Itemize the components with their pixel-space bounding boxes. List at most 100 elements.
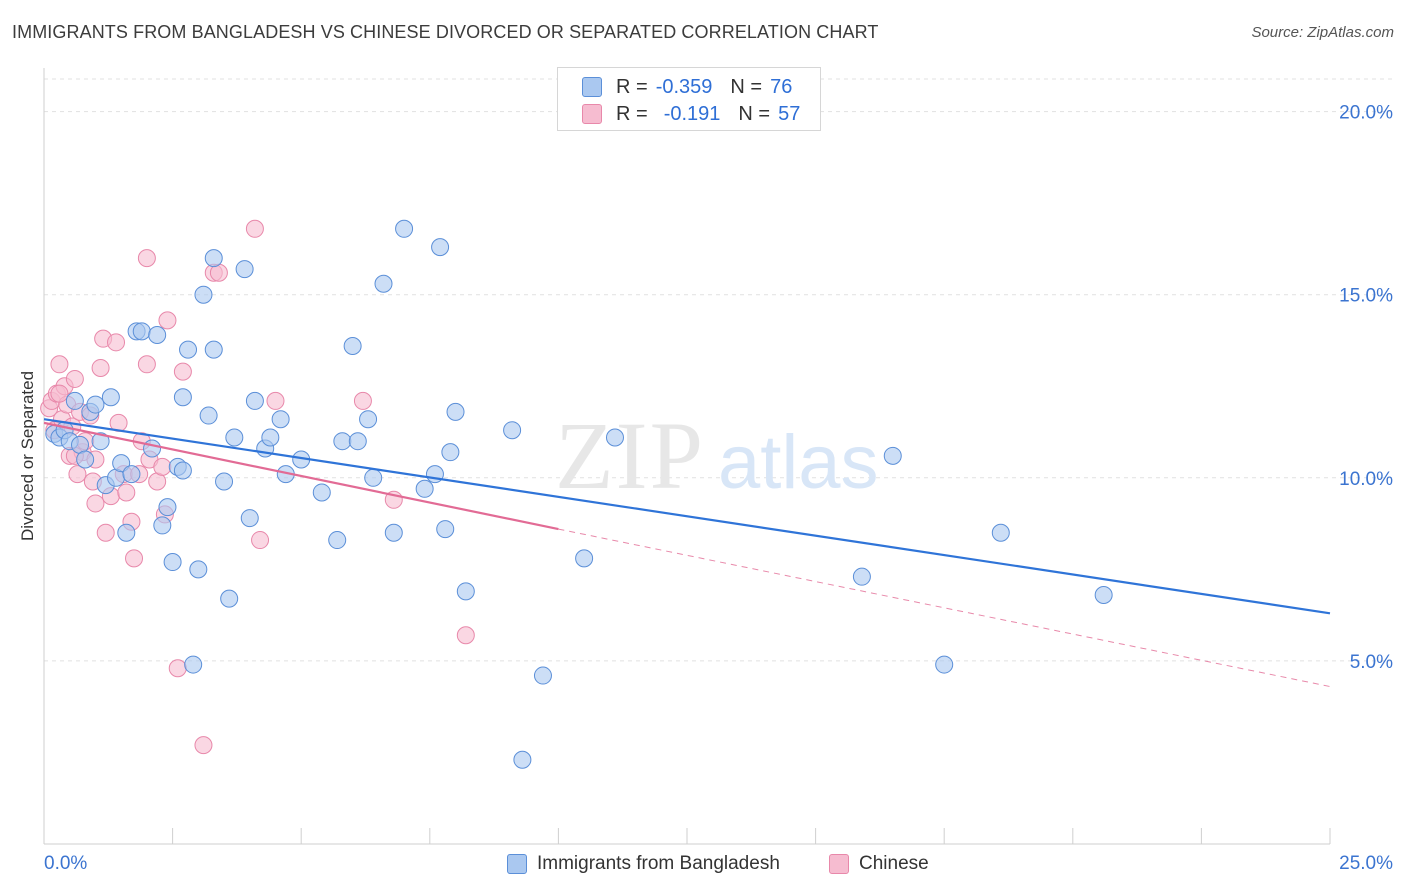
- data-point-bangladesh: [86, 395, 105, 414]
- data-point-bangladesh: [1094, 585, 1113, 604]
- correlation-legend: R = -0.359 N = 76 R = -0.191 N = 57: [557, 67, 821, 131]
- bangladesh-points: [45, 219, 1113, 769]
- data-point-bangladesh: [76, 450, 95, 469]
- data-point-bangladesh: [235, 260, 254, 279]
- data-point-bangladesh: [91, 432, 110, 451]
- data-point-bangladesh: [431, 238, 450, 257]
- data-point-bangladesh: [343, 336, 362, 355]
- data-point-bangladesh: [374, 274, 393, 293]
- watermark: ZIP atlas: [555, 402, 879, 509]
- data-point-bangladesh: [143, 439, 162, 458]
- data-point-bangladesh: [456, 582, 475, 601]
- data-point-bangladesh: [513, 750, 532, 769]
- y-tick-label: 15.0%: [1339, 286, 1393, 307]
- data-point-bangladesh: [261, 428, 280, 447]
- axes: [43, 68, 1331, 845]
- data-point-bangladesh: [271, 410, 290, 429]
- data-point-bangladesh: [935, 655, 954, 674]
- data-point-bangladesh: [220, 589, 239, 608]
- data-point-bangladesh: [852, 567, 871, 586]
- data-point-bangladesh: [328, 531, 347, 550]
- data-point-bangladesh: [112, 454, 131, 473]
- y-tick-label: 10.0%: [1339, 469, 1393, 490]
- data-point-chinese: [251, 531, 270, 550]
- data-point-chinese: [125, 549, 144, 568]
- trend-line-bangladesh: [43, 418, 1331, 615]
- x-tick-label: 25.0%: [1339, 853, 1393, 874]
- data-point-chinese: [266, 391, 285, 410]
- chart-title: IMMIGRANTS FROM BANGLADESH VS CHINESE DI…: [12, 22, 879, 42]
- y-tick-label: 5.0%: [1350, 652, 1393, 673]
- legend-row-blue: R = -0.359 N = 76: [582, 75, 792, 99]
- data-point-bangladesh: [245, 391, 264, 410]
- data-point-bangladesh: [359, 410, 378, 429]
- data-point-bangladesh: [204, 249, 223, 268]
- data-point-bangladesh: [117, 523, 136, 542]
- data-point-bangladesh: [179, 340, 198, 359]
- data-point-chinese: [173, 362, 192, 381]
- data-point-bangladesh: [384, 523, 403, 542]
- data-point-chinese: [137, 249, 156, 268]
- data-point-chinese: [86, 494, 105, 513]
- legend-r-label: R =: [616, 102, 648, 125]
- data-point-chinese: [96, 523, 115, 542]
- legend-n-label: N =: [738, 102, 771, 125]
- data-point-bangladesh: [348, 432, 367, 451]
- series-label-chinese: Chinese: [859, 853, 929, 874]
- y-axis-label: Divorced or Separated: [18, 371, 37, 541]
- data-point-chinese: [65, 369, 84, 388]
- data-point-bangladesh: [395, 219, 414, 238]
- data-point-bangladesh: [240, 509, 259, 528]
- data-point-bangladesh: [883, 446, 902, 465]
- data-point-bangladesh: [441, 443, 460, 462]
- data-point-bangladesh: [204, 340, 223, 359]
- data-point-chinese: [168, 659, 187, 678]
- legend-r-value-blue: -0.359: [655, 75, 713, 98]
- data-point-bangladesh: [364, 468, 383, 487]
- legend-r-value-pink: -0.191: [663, 102, 721, 125]
- source-label: Source: ZipAtlas.com: [1251, 24, 1394, 41]
- data-point-bangladesh: [415, 479, 434, 498]
- data-point-bangladesh: [189, 560, 208, 579]
- data-point-chinese: [68, 465, 87, 484]
- data-point-bangladesh: [148, 325, 167, 344]
- data-point-bangladesh: [173, 461, 192, 480]
- data-point-bangladesh: [533, 666, 552, 685]
- data-point-chinese: [245, 219, 264, 238]
- data-point-chinese: [107, 333, 126, 352]
- data-point-chinese: [137, 355, 156, 374]
- data-point-bangladesh: [605, 428, 624, 447]
- data-point-bangladesh: [163, 553, 182, 572]
- data-point-bangladesh: [153, 516, 172, 535]
- data-point-chinese: [158, 311, 177, 330]
- data-point-bangladesh: [184, 655, 203, 674]
- data-point-chinese: [194, 736, 213, 755]
- legend-n-value-blue: 76: [770, 75, 793, 98]
- data-point-bangladesh: [158, 498, 177, 517]
- series-swatch-bangladesh: [507, 854, 527, 874]
- data-point-bangladesh: [446, 402, 465, 421]
- legend-row-pink: R = -0.191 N = 57: [582, 102, 800, 126]
- data-point-bangladesh: [215, 472, 234, 491]
- legend-n-value-pink: 57: [778, 102, 801, 125]
- data-point-bangladesh: [503, 421, 522, 440]
- data-point-bangladesh: [225, 428, 244, 447]
- data-point-bangladesh: [101, 388, 120, 407]
- data-point-bangladesh: [312, 483, 331, 502]
- series-legend-bangladesh: Immigrants from Bangladesh: [507, 852, 780, 876]
- data-point-bangladesh: [199, 406, 218, 425]
- legend-n-label: N =: [730, 75, 763, 98]
- trend-line-chinese: [43, 421, 559, 531]
- legend-swatch-pink: [582, 104, 602, 124]
- data-point-bangladesh: [333, 432, 352, 451]
- data-point-bangladesh: [991, 523, 1010, 542]
- data-point-chinese: [50, 384, 69, 403]
- tick-labels: 5.0% 10.0% 15.0% 20.0% 0.0% 25.0%: [44, 103, 1393, 874]
- series-label-bangladesh: Immigrants from Bangladesh: [537, 853, 780, 874]
- data-point-bangladesh: [65, 391, 84, 410]
- data-point-chinese: [117, 483, 136, 502]
- data-point-bangladesh: [436, 520, 455, 539]
- x-tick-label: 0.0%: [44, 853, 87, 874]
- data-point-chinese: [50, 355, 69, 374]
